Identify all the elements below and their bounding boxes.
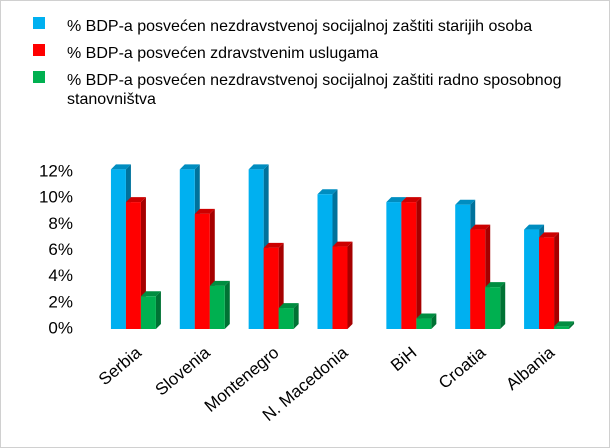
x-tick-label: Serbia bbox=[95, 343, 145, 389]
bar bbox=[470, 229, 486, 329]
bar-side bbox=[416, 197, 422, 329]
legend-swatch bbox=[33, 71, 45, 83]
bar-top bbox=[554, 321, 575, 327]
bar bbox=[539, 237, 555, 329]
bar-top bbox=[140, 291, 161, 297]
bar-top bbox=[263, 242, 284, 248]
bar-top bbox=[317, 189, 338, 195]
legend-label: % BDP-a posvećen nezdravstvenoj socijaln… bbox=[67, 72, 562, 108]
legend-label: % BDP-a posvećen nezdravstvenoj socijaln… bbox=[67, 18, 533, 35]
bar bbox=[485, 287, 501, 329]
legend-item: % BDP-a posvećen zdravstvenim uslugama bbox=[27, 44, 587, 63]
bar bbox=[179, 169, 195, 329]
bar bbox=[386, 202, 402, 329]
bar-top bbox=[401, 197, 422, 203]
y-tick-label: 2% bbox=[48, 292, 73, 311]
y-tick-label: 10% bbox=[39, 188, 73, 207]
y-tick-label: 12% bbox=[39, 161, 73, 180]
bar bbox=[110, 169, 126, 329]
bar bbox=[317, 194, 333, 329]
bar-top bbox=[386, 197, 407, 203]
bar-top bbox=[248, 164, 269, 170]
bar-top bbox=[470, 224, 491, 230]
bar bbox=[194, 213, 210, 329]
bar-top bbox=[416, 313, 437, 319]
bar bbox=[263, 247, 279, 329]
bar bbox=[278, 308, 294, 329]
bar-top bbox=[125, 197, 146, 203]
bar-top bbox=[278, 303, 299, 309]
y-tick-label: 0% bbox=[48, 318, 73, 337]
legend-item: % BDP-a posvećen nezdravstvenoj socijaln… bbox=[27, 71, 587, 109]
bar-side bbox=[155, 291, 161, 329]
bar-top bbox=[539, 232, 560, 238]
bar-side bbox=[347, 241, 353, 329]
y-tick-label: 8% bbox=[48, 214, 73, 233]
bar-top bbox=[455, 199, 476, 205]
bar-top bbox=[524, 224, 545, 230]
bar-side bbox=[569, 321, 575, 329]
bar bbox=[140, 296, 156, 329]
bar-top bbox=[485, 282, 506, 288]
bar bbox=[524, 229, 540, 329]
x-tick-label: Slovenia bbox=[152, 343, 215, 400]
x-tick-label: Albania bbox=[502, 343, 558, 394]
bar-top bbox=[179, 164, 200, 170]
bar-side bbox=[431, 313, 437, 329]
bar bbox=[248, 169, 264, 329]
y-tick-label: 4% bbox=[48, 266, 73, 285]
x-tick-label: BiH bbox=[387, 343, 420, 375]
legend-swatch bbox=[33, 17, 45, 29]
legend: % BDP-a posvećen nezdravstvenoj socijaln… bbox=[27, 17, 587, 117]
bar bbox=[401, 202, 417, 329]
bar-top bbox=[110, 164, 131, 170]
bar-side bbox=[500, 282, 506, 329]
bar bbox=[554, 326, 570, 329]
y-tick-label: 6% bbox=[48, 240, 73, 259]
legend-item: % BDP-a posvećen nezdravstvenoj socijaln… bbox=[27, 17, 587, 36]
bar-side bbox=[554, 232, 560, 329]
bar bbox=[416, 318, 432, 329]
bar bbox=[332, 246, 348, 329]
x-tick-label: Croatia bbox=[435, 343, 490, 393]
legend-label: % BDP-a posvećen zdravstvenim uslugama bbox=[67, 45, 379, 62]
bar bbox=[209, 285, 225, 329]
bar-top bbox=[194, 208, 215, 214]
bar-top bbox=[209, 280, 230, 286]
bar bbox=[455, 204, 471, 329]
bar-side bbox=[293, 303, 299, 329]
bar-side bbox=[224, 280, 230, 329]
bar bbox=[125, 202, 141, 329]
legend-swatch bbox=[33, 44, 45, 56]
bar-top bbox=[332, 241, 353, 247]
